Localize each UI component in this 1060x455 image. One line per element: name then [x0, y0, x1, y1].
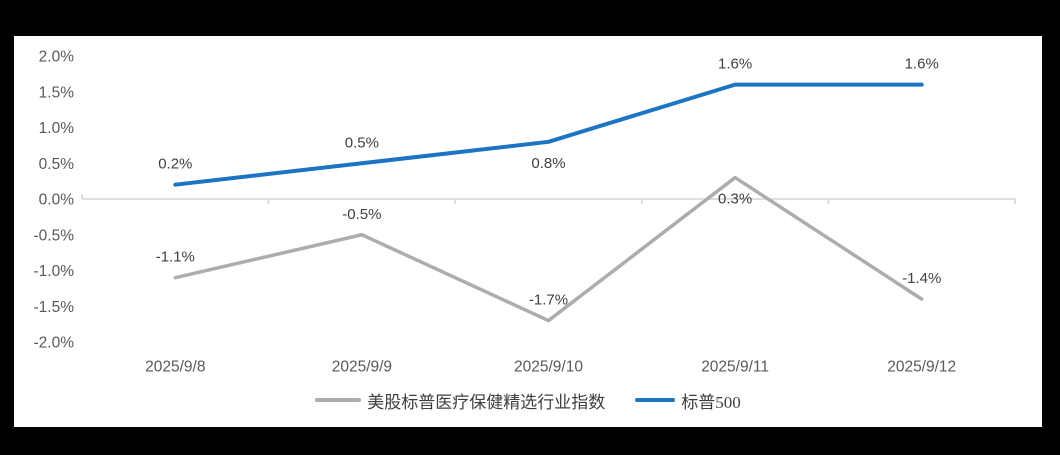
- x-tick-label: 2025/9/9: [332, 359, 392, 376]
- line-chart: 2.0% 1.5% 1.0% 0.5% 0.0% -0.5% -1.0% -1.5% -2.0%…: [34, 49, 1016, 376]
- x-tick-label: 2025/9/11: [701, 359, 769, 376]
- data-label: 0.8%: [531, 155, 565, 172]
- y-tick-label: -2.0%: [34, 335, 75, 352]
- data-label: -1.1%: [156, 249, 195, 266]
- data-label: -1.7%: [529, 292, 568, 309]
- legend-marker-sp500: [635, 398, 676, 402]
- y-tick-label: -1.5%: [34, 299, 75, 316]
- x-tick-label: 2025/9/8: [145, 359, 205, 376]
- legend-marker-healthcare-index: [315, 398, 362, 402]
- y-tick-label: 0.0%: [39, 192, 75, 209]
- y-tick-label: 1.5%: [39, 84, 75, 101]
- x-tick-label: 2025/9/10: [514, 359, 583, 376]
- legend: 美股标普医疗保健精选行业指数 标普500: [14, 388, 1042, 412]
- legend-item-healthcare-index: 美股标普医疗保健精选行业指数: [315, 388, 605, 413]
- chart-area: 2.0% 1.5% 1.0% 0.5% 0.0% -0.5% -1.0% -1.5% -2.0%…: [14, 36, 1042, 427]
- y-tick-label: 0.5%: [39, 156, 75, 173]
- y-tick-label: 2.0%: [39, 49, 75, 66]
- data-label: 0.3%: [718, 191, 752, 208]
- data-label: 0.2%: [158, 156, 192, 173]
- data-label: 0.5%: [345, 134, 379, 151]
- y-tick-label: -0.5%: [34, 227, 75, 244]
- legend-label-sp500: 标普500: [681, 392, 741, 412]
- legend-label-healthcare-index: 美股标普医疗保健精选行业指数: [367, 392, 606, 412]
- y-tick-label: -1.0%: [34, 263, 75, 280]
- data-label: 1.6%: [718, 56, 752, 73]
- data-label: 1.6%: [905, 56, 939, 73]
- y-tick-label: 1.0%: [39, 120, 75, 137]
- data-label: -1.4%: [902, 270, 941, 287]
- x-tick-label: 2025/9/12: [887, 359, 956, 376]
- series-line-healthcare-index: [173, 175, 924, 323]
- legend-item-sp500: 标普500: [635, 388, 741, 413]
- data-label: -0.5%: [342, 206, 381, 223]
- series-line-sp500: [173, 82, 924, 187]
